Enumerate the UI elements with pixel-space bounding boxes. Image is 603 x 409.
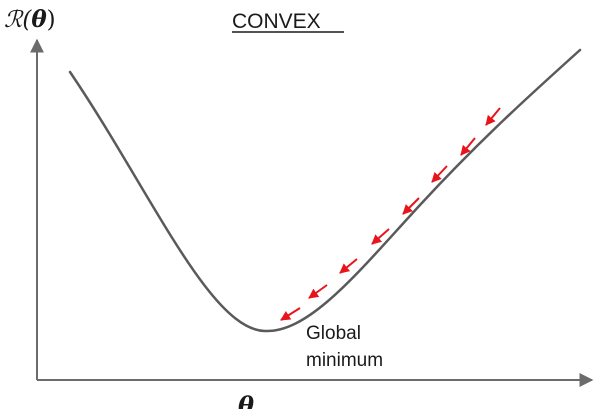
x-axis-label: θ	[238, 391, 254, 409]
y-axis-label-suffix: )	[47, 7, 56, 33]
descent-arrow	[431, 165, 448, 183]
global-minimum-label-line2: minimum	[306, 350, 383, 371]
descent-arrow	[280, 307, 301, 321]
y-axis-label: ℛ(θ)	[4, 6, 56, 33]
descent-arrow	[339, 258, 358, 274]
gradient-descent-arrows	[280, 107, 501, 321]
descent-arrow	[371, 228, 390, 245]
y-axis-label-symbol: θ	[31, 6, 47, 33]
descent-arrow	[460, 137, 476, 156]
convex-loss-curve	[68, 48, 582, 333]
descent-arrow	[308, 284, 328, 299]
descent-arrow	[485, 107, 501, 126]
descent-arrow	[402, 197, 420, 215]
global-minimum-label-line1: Global	[306, 323, 361, 344]
y-axis-label-prefix: ℛ(	[4, 7, 32, 33]
diagram-title: CONVEX	[232, 10, 321, 33]
